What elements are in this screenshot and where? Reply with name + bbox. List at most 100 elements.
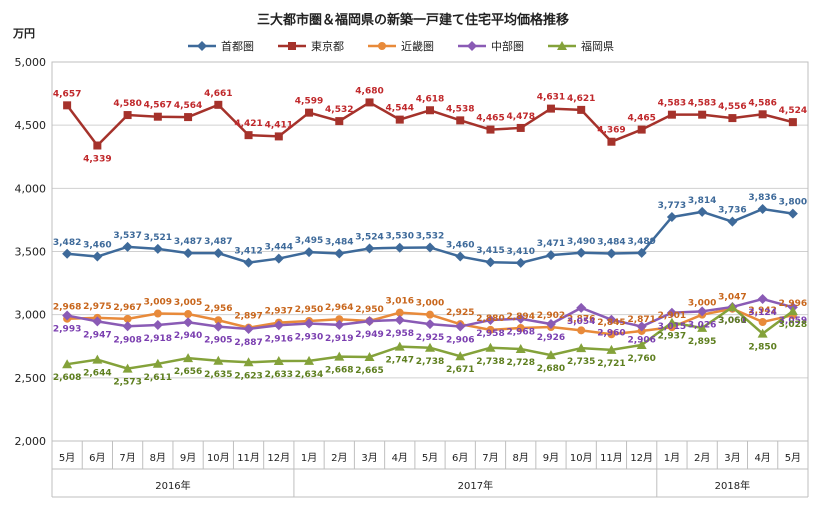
x-tick-label: 2月 — [331, 452, 347, 464]
data-label: 2,937 — [658, 332, 686, 342]
data-point — [364, 316, 375, 327]
data-point — [335, 117, 344, 126]
data-point — [334, 319, 345, 330]
data-point — [516, 123, 525, 132]
legend-marker — [557, 41, 567, 50]
data-label: 2,738 — [416, 357, 444, 367]
x-tick-label: 5月 — [59, 452, 75, 464]
data-label: 4,580 — [113, 99, 141, 109]
data-label: 4,618 — [416, 94, 444, 104]
data-point — [698, 110, 707, 119]
data-point — [152, 320, 163, 331]
data-label: 2,968 — [53, 303, 81, 313]
data-point — [92, 251, 103, 262]
data-label: 2,760 — [627, 354, 655, 364]
data-point — [697, 306, 708, 317]
data-point — [273, 356, 284, 366]
data-label: 2,925 — [416, 333, 444, 343]
data-label: 2,947 — [83, 330, 111, 340]
data-label: 3,028 — [779, 320, 807, 330]
data-label: 2,950 — [295, 305, 323, 315]
data-label: 2,916 — [265, 334, 293, 344]
data-point — [727, 302, 738, 312]
x-tick-label: 10月 — [570, 452, 593, 464]
data-label: 2,918 — [144, 334, 172, 344]
data-label: 4,564 — [174, 101, 202, 111]
data-point — [515, 344, 526, 354]
data-point — [92, 354, 103, 364]
legend-marker — [197, 41, 207, 51]
data-point — [123, 111, 132, 120]
data-label: 2,993 — [53, 325, 81, 335]
data-label: 2,728 — [506, 358, 534, 368]
x-tick-label: 6月 — [452, 452, 468, 464]
data-point — [485, 342, 496, 352]
data-label: 2,940 — [174, 331, 202, 341]
data-point — [213, 355, 224, 365]
data-point — [305, 108, 314, 117]
data-label: 4,465 — [627, 114, 655, 124]
data-point — [304, 318, 315, 329]
data-label: 3,000 — [688, 299, 716, 309]
data-point — [273, 253, 284, 264]
data-point — [152, 358, 163, 368]
legend-item: 首都圏 — [188, 39, 254, 53]
data-label: 3,524 — [355, 232, 383, 242]
data-label: 4,661 — [204, 89, 232, 99]
data-point — [243, 357, 254, 367]
data-label: 3,471 — [537, 239, 565, 249]
data-label: 2,845 — [597, 318, 625, 328]
legend-item: 近畿圏 — [368, 39, 434, 53]
chart-title: 三大都市圏＆福岡県の新築一戸建て住宅平均価格推移 — [257, 12, 569, 28]
data-point — [576, 302, 587, 313]
data-point — [425, 342, 435, 352]
data-point — [636, 247, 647, 258]
data-label: 4,586 — [748, 98, 776, 108]
data-point — [666, 212, 677, 223]
data-label: 2,665 — [355, 366, 383, 376]
data-point — [335, 315, 344, 324]
data-label: 2,949 — [355, 330, 383, 340]
data-label: 4,680 — [355, 86, 383, 96]
plot-border — [51, 61, 809, 442]
data-point — [213, 321, 224, 332]
data-point — [63, 101, 72, 110]
data-label: 2,680 — [537, 364, 565, 374]
data-point — [485, 314, 496, 325]
data-point — [636, 339, 647, 349]
data-label: 2,902 — [537, 311, 565, 321]
data-label: 4,657 — [53, 89, 81, 99]
data-label: 3,000 — [416, 299, 444, 309]
data-label: 4,583 — [658, 99, 686, 109]
data-label: 3,410 — [506, 247, 534, 257]
data-label: 2,968 — [506, 328, 534, 338]
x-tick-label: 12月 — [267, 452, 290, 464]
data-point — [636, 321, 647, 332]
data-label: 2,937 — [265, 307, 293, 317]
data-label: 3,047 — [718, 293, 746, 303]
data-point — [183, 248, 194, 259]
data-label: 3,490 — [567, 237, 595, 247]
data-label: 3,800 — [779, 198, 807, 208]
data-label: 4,538 — [446, 104, 474, 114]
data-label: 4,631 — [537, 93, 565, 103]
data-label: 2,738 — [476, 357, 504, 367]
data-label: 3,487 — [204, 237, 232, 247]
data-point — [546, 104, 555, 113]
x-tick-label: 11月 — [237, 452, 260, 464]
data-label: 2,573 — [113, 378, 141, 388]
data-label: 3,532 — [416, 231, 444, 241]
data-label: 3,016 — [386, 297, 414, 307]
data-point — [486, 325, 495, 334]
data-point — [455, 321, 466, 332]
data-label: 2,735 — [567, 357, 595, 367]
data-label: 2,871 — [627, 315, 655, 325]
legend-item: 福岡県 — [548, 39, 614, 53]
data-label: 3,530 — [386, 232, 414, 242]
series-福岡県 — [62, 302, 798, 373]
data-point — [92, 316, 103, 327]
data-point — [426, 310, 434, 319]
